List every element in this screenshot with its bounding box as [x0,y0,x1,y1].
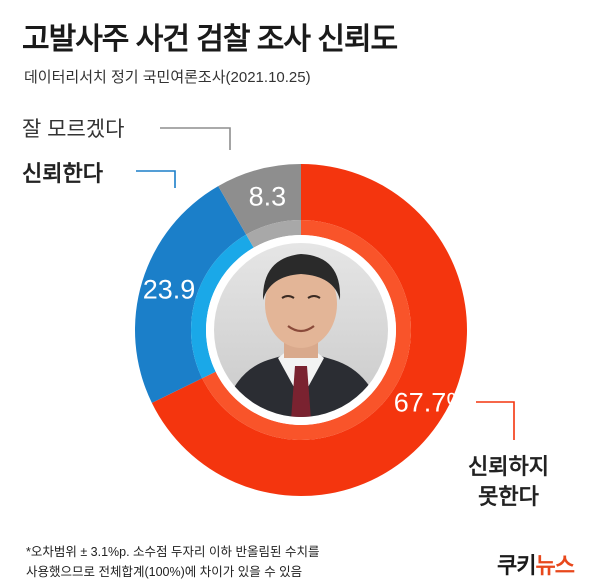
slice-unsure [218,164,301,235]
leader-unsure [160,127,231,150]
portrait-photo [214,243,388,417]
label-trust: 신뢰한다 [22,161,103,186]
value-label-trust: 23.9 [142,274,196,305]
slice-distrust [151,164,467,496]
label-distrust-line2: 못한다 [478,484,539,509]
value-label-distrust: 67.7% [393,387,471,418]
slice-trust [135,186,247,403]
value-label-unsure: 8.3 [248,181,287,212]
chart-subtitle: 데이터리서치 정기 국민여론조사(2021.10.25) [24,69,311,86]
brand-logo: 쿠키뉴스 [497,548,575,580]
footnote-line1: *오차범위 ± 3.1%p. 소수점 두자리 이하 반올림된 수치를 [26,545,320,559]
footnote-line2: 사용했으므로 전체합계(100%)에 차이가 있을 수 있음 [26,565,303,579]
inner-ring-trust [191,234,254,379]
label-distrust: 신뢰하지 못한다 [468,452,549,512]
label-distrust-line1: 신뢰하지 [468,454,549,479]
label-unsure: 잘 모르겠다 [22,118,125,141]
brand-part1: 쿠키 [497,553,536,578]
inner-ring-unsure [246,220,301,248]
brand-part2: 뉴스 [535,553,575,578]
leader-distrust [476,401,515,440]
leader-trust [136,170,176,188]
footnote: *오차범위 ± 3.1%p. 소수점 두자리 이하 반올림된 수치를 사용했으므… [26,542,319,582]
chart-title: 고발사주 사건 검찰 조사 신뢰도 [22,23,398,56]
